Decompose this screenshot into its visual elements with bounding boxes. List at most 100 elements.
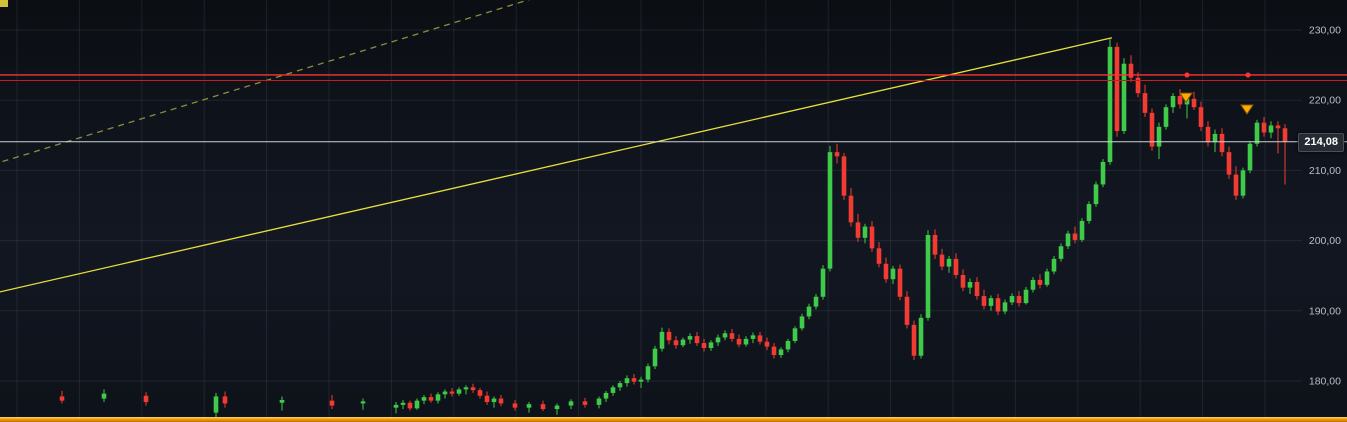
- candle: [360, 398, 366, 410]
- candle-body: [708, 342, 714, 349]
- candle-body: [869, 226, 875, 249]
- candle-body: [750, 335, 756, 339]
- candle-body: [1135, 77, 1141, 94]
- y-axis: 230,00 220,00 210,00 200,00 190,00 180,00: [1309, 25, 1341, 388]
- candle: [554, 403, 560, 415]
- candle: [421, 395, 427, 405]
- candle-body: [925, 234, 931, 318]
- candle-body: [414, 400, 420, 409]
- candle-body: [722, 333, 728, 338]
- candle-body: [624, 378, 630, 384]
- candle-body: [715, 337, 721, 343]
- candle-body: [1170, 95, 1176, 108]
- candle-body: [876, 248, 882, 264]
- y-axis-label: 210,00: [1309, 165, 1341, 177]
- candle: [1044, 268, 1050, 287]
- order-dot[interactable]: [1184, 72, 1190, 78]
- candle-body: [785, 340, 791, 350]
- candle: [911, 320, 917, 360]
- candle-body: [631, 378, 637, 382]
- current-price-badge: 214,08: [1298, 132, 1344, 152]
- candle: [1023, 286, 1029, 305]
- candle: [449, 388, 455, 397]
- candle: [841, 152, 847, 200]
- rising-support-trendline[interactable]: [0, 37, 1113, 294]
- candle-body: [792, 328, 798, 341]
- candle-body: [883, 263, 889, 280]
- candle-body: [995, 298, 1001, 312]
- candle: [1079, 218, 1085, 243]
- candle: [757, 331, 763, 345]
- candle-body: [680, 339, 686, 346]
- candle: [624, 375, 630, 387]
- candle: [645, 363, 651, 383]
- candle: [834, 143, 840, 164]
- candle-body: [213, 396, 219, 413]
- candle: [1121, 58, 1127, 134]
- candle: [799, 313, 805, 331]
- candle-body: [1044, 271, 1050, 285]
- candle: [827, 145, 833, 272]
- candle-body: [694, 336, 700, 344]
- candle: [1072, 226, 1078, 244]
- candle: [820, 265, 826, 300]
- candle: [470, 383, 476, 393]
- candle: [1058, 243, 1064, 262]
- order-dot[interactable]: [1245, 72, 1251, 78]
- candle-body: [101, 393, 107, 399]
- sell-marker-icon[interactable]: [1240, 104, 1254, 115]
- candle-body: [1002, 302, 1008, 312]
- candle: [1128, 55, 1134, 82]
- candle-body: [897, 268, 903, 297]
- candle: [666, 328, 672, 345]
- candle-body: [806, 306, 812, 317]
- candle: [673, 336, 679, 349]
- candle-body: [841, 156, 847, 196]
- candle: [1212, 129, 1218, 153]
- candle-body: [1058, 246, 1064, 259]
- candle: [610, 385, 616, 396]
- candle-body: [827, 152, 833, 269]
- candle-body: [360, 401, 366, 404]
- candle: [526, 402, 532, 413]
- candle: [638, 376, 644, 389]
- candle-body: [1016, 296, 1022, 304]
- candle: [855, 213, 861, 243]
- candle: [988, 295, 994, 311]
- candle-body: [329, 400, 335, 406]
- candle: [213, 392, 219, 422]
- candle-body: [498, 398, 504, 404]
- candle-body: [1128, 63, 1134, 78]
- candle-body: [1121, 63, 1127, 132]
- y-axis-label: 180,00: [1309, 376, 1341, 388]
- candle-body: [1009, 296, 1015, 303]
- candle: [778, 347, 784, 358]
- sell-marker-icon[interactable]: [1179, 92, 1193, 103]
- y-axis-label: 190,00: [1309, 305, 1341, 317]
- candle: [477, 388, 483, 399]
- candle-body: [981, 296, 987, 306]
- candle: [1156, 122, 1162, 160]
- candle: [722, 330, 728, 341]
- candle-body: [1261, 122, 1267, 133]
- candle-body: [596, 398, 602, 405]
- candle-body: [1156, 126, 1162, 147]
- candle: [1254, 119, 1260, 147]
- candle: [1149, 108, 1155, 151]
- candle: [498, 395, 504, 407]
- candle-body: [918, 317, 924, 356]
- candle: [1030, 277, 1036, 293]
- candle: [393, 402, 399, 414]
- candle-body: [1282, 128, 1288, 142]
- upper-channel-dashed-trendline[interactable]: [0, 0, 540, 165]
- candle-body: [1149, 112, 1155, 147]
- candle-body: [526, 404, 532, 408]
- candle: [456, 387, 462, 396]
- candle-body: [834, 152, 840, 157]
- candle: [736, 334, 742, 348]
- candle: [729, 329, 735, 342]
- candle: [764, 337, 770, 351]
- candle-body: [855, 222, 861, 238]
- candle-body: [1086, 204, 1092, 221]
